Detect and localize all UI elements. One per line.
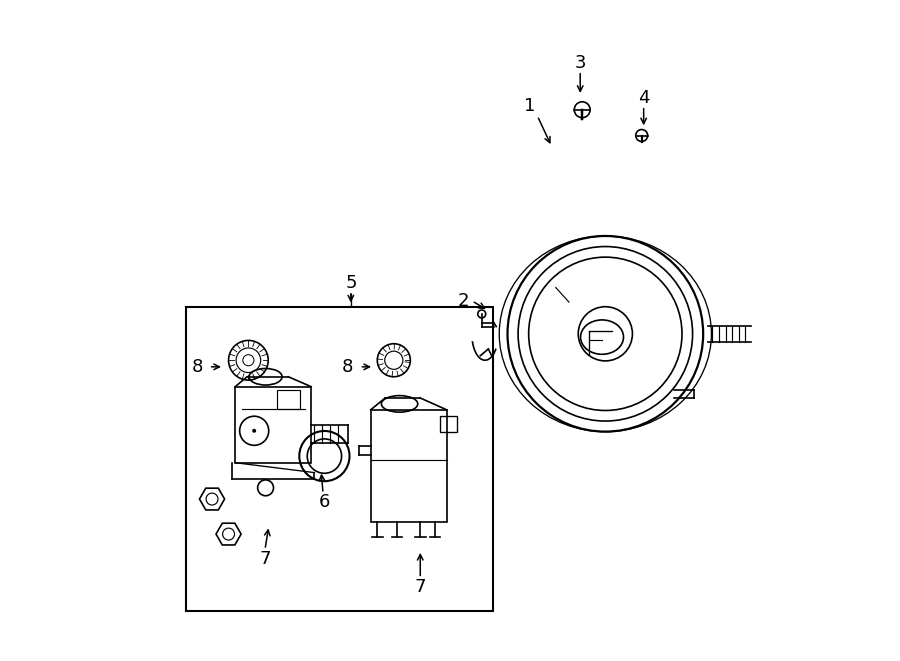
Text: 3: 3 [574, 54, 586, 72]
Bar [440, 416, 456, 432]
Bar [277, 391, 300, 409]
Text: 1: 1 [524, 97, 535, 115]
Bar [371, 410, 446, 522]
Text: 8: 8 [192, 358, 203, 376]
Text: 2: 2 [457, 292, 469, 310]
Text: 7: 7 [415, 578, 426, 596]
Bar [235, 387, 311, 463]
Text: 6: 6 [319, 493, 330, 512]
Text: 5: 5 [345, 274, 356, 292]
Bar [185, 307, 493, 611]
Text: 4: 4 [638, 89, 650, 107]
Text: 8: 8 [342, 358, 353, 376]
Circle shape [252, 429, 256, 433]
Text: 7: 7 [259, 549, 271, 568]
